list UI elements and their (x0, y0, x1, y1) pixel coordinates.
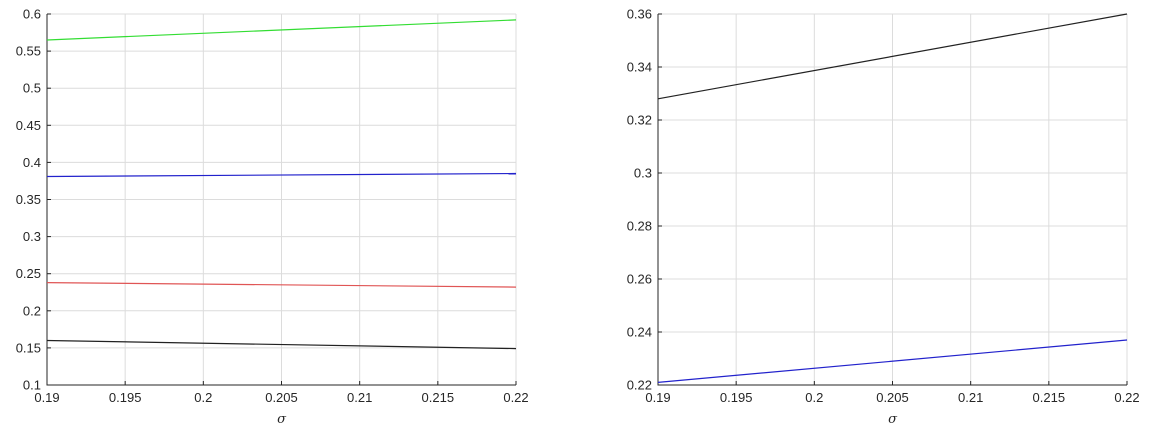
x-tick-label: 0.21 (347, 390, 372, 405)
y-tick-label: 0.36 (627, 7, 652, 22)
series-line (46, 19, 517, 41)
y-tick-label: 0.34 (627, 60, 652, 75)
y-tick-label: 0.35 (16, 192, 41, 207)
axes-frame (657, 14, 1127, 386)
y-tick-label: 0.3 (634, 166, 652, 181)
right-chart: 0.19 0.195 0.2 0.205 0.21 0.215 0.22 0.22 0.24 0.… (627, 7, 1140, 428)
y-tick-label: 0.24 (627, 325, 652, 340)
y-tick-label: 0.28 (627, 219, 652, 234)
x-tick-label: 0.215 (1033, 390, 1066, 405)
y-tick-label: 0.6 (23, 7, 41, 22)
x-tick-label: 0.195 (720, 390, 753, 405)
x-tick-label: 0.21 (958, 390, 983, 405)
y-tick-label: 0.22 (627, 378, 652, 393)
y-tick-label: 0.32 (627, 113, 652, 128)
series-line (46, 282, 517, 288)
x-axis-label: σ (888, 412, 898, 427)
x-tick-label: 0.2 (805, 390, 823, 405)
x-tick-label: 0.22 (1114, 390, 1139, 405)
series-line (46, 172, 517, 178)
x-tick-label: 0.2 (194, 390, 212, 405)
series-line (657, 339, 1128, 383)
series-line (657, 13, 1128, 100)
y-tick-label: 0.55 (16, 44, 41, 59)
y-tick-label: 0.15 (16, 340, 41, 355)
x-axis-label: σ (277, 412, 287, 427)
y-tick-label: 0.1 (23, 378, 41, 393)
x-tick-label: 0.205 (876, 390, 909, 405)
x-tick-label: 0.19 (34, 390, 59, 405)
x-tick-label: 0.215 (422, 390, 455, 405)
x-tick-label: 0.205 (265, 390, 298, 405)
y-tick-label: 0.4 (23, 155, 41, 170)
series-line (46, 339, 517, 350)
x-tick-label: 0.19 (645, 390, 670, 405)
y-tick-label: 0.26 (627, 272, 652, 287)
axes-frame (46, 14, 516, 386)
y-tick-label: 0.2 (23, 303, 41, 318)
y-tick-label: 0.25 (16, 266, 41, 281)
y-tick-label: 0.5 (23, 81, 41, 96)
y-tick-label: 0.3 (23, 229, 41, 244)
left-chart: 0.19 0.195 0.2 0.205 0.21 0.215 0.22 0.1 0.15 0.2… (16, 7, 529, 428)
x-tick-label: 0.195 (109, 390, 142, 405)
y-tick-label: 0.45 (16, 118, 41, 133)
x-tick-label: 0.22 (503, 390, 528, 405)
